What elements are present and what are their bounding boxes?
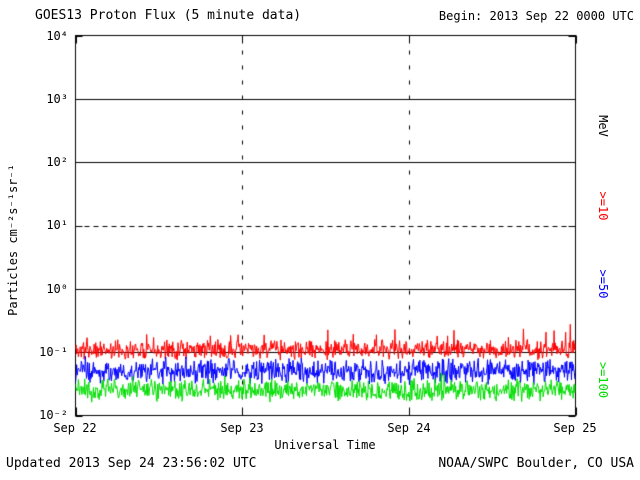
begin-timestamp: Begin: 2013 Sep 22 0000 UTC <box>438 9 634 23</box>
y-axis-label: Particles cm⁻²s⁻¹sr⁻¹ <box>6 164 20 316</box>
y-tick-label: 10¹ <box>46 218 68 232</box>
series-label-ge100: >=100 <box>596 361 610 399</box>
x-tick-label: Sep 24 <box>387 421 431 435</box>
x-tick-label: Sep 22 <box>53 421 97 435</box>
chart-title: GOES13 Proton Flux (5 minute data) <box>35 8 302 23</box>
x-tick-label: Sep 23 <box>220 421 264 435</box>
credit-text: NOAA/SWPC Boulder, CO USA <box>438 456 634 471</box>
right-axis-unit-label: MeV <box>596 115 610 137</box>
y-tick-label: 10⁻² <box>39 408 68 422</box>
y-tick-label: 10⁻¹ <box>39 345 68 359</box>
updated-timestamp: Updated 2013 Sep 24 23:56:02 UTC <box>6 456 257 471</box>
y-tick-label: 10⁰ <box>46 282 68 296</box>
x-axis-label: Universal Time <box>274 438 376 452</box>
y-tick-label: 10² <box>46 155 68 169</box>
y-tick-label: 10³ <box>46 92 68 106</box>
series-label-ge10: >=10 <box>596 191 610 221</box>
series-label-ge50: >=50 <box>596 269 610 299</box>
x-tick-label: Sep 25 <box>553 421 597 435</box>
y-tick-label: 10⁴ <box>46 29 68 43</box>
